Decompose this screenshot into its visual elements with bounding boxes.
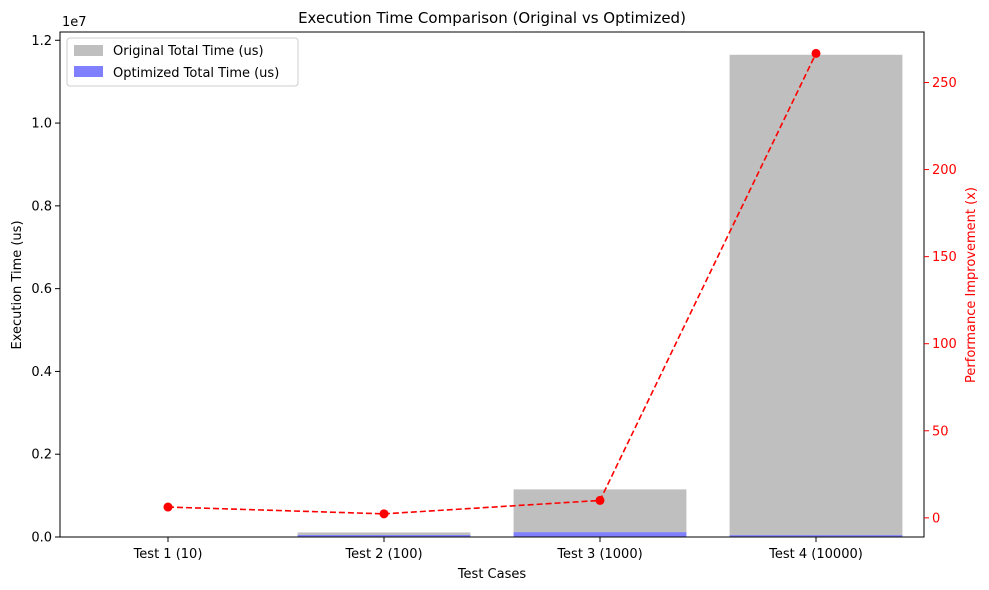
- y2-tick-label: 100: [932, 337, 957, 352]
- plot-frame: [59, 31, 925, 538]
- improvement-point: [595, 495, 605, 505]
- x-tick-label: Test 4 (10000): [768, 547, 863, 562]
- x-tick-label: Test 3 (1000): [556, 547, 642, 562]
- y2-tick-label: 50: [932, 424, 949, 439]
- y-tick-label: 0.4: [31, 365, 52, 380]
- improvement-line-layer: [163, 48, 821, 519]
- legend: Original Total Time (us) Optimized Total…: [66, 37, 299, 87]
- bar-optimized: [729, 535, 903, 537]
- y-axis-offset-label: 1e7: [62, 15, 87, 30]
- y-axis-label: Execution Time (us): [10, 220, 25, 349]
- y-tick-label: 0.2: [31, 448, 52, 463]
- legend-swatch-original: [74, 45, 103, 56]
- y2-axis-label: Performance Improvement (x): [964, 187, 979, 383]
- x-axis: Test 1 (10) Test 2 (100) Test 3 (1000) Test…: [133, 537, 863, 562]
- bars-layer: [81, 54, 903, 538]
- x-tick-label: Test 2 (100): [344, 547, 422, 562]
- x-tick-label: Test 1 (10): [133, 547, 203, 562]
- improvement-point: [379, 509, 389, 519]
- left-axis: 0.0 0.2 0.4 0.6 0.8 1.0 1.2: [31, 34, 60, 546]
- legend-box: [66, 37, 299, 87]
- x-axis-label: Test Cases: [457, 567, 527, 582]
- y2-tick-label: 150: [932, 250, 957, 265]
- improvement-line: [167, 53, 817, 515]
- bar-original: [729, 54, 903, 538]
- y-tick-label: 0.6: [31, 282, 52, 297]
- legend-swatch-optimized: [74, 66, 103, 77]
- y-tick-label: 0.0: [31, 531, 52, 546]
- y-tick-label: 1.2: [31, 34, 52, 49]
- right-axis: 0 50 100 150 200 250: [924, 76, 957, 526]
- improvement-point: [163, 502, 173, 512]
- y2-tick-label: 200: [932, 163, 957, 178]
- bar-optimized: [297, 535, 471, 537]
- chart-title: Execution Time Comparison (Original vs O…: [298, 9, 686, 27]
- legend-label-original: Original Total Time (us): [113, 44, 264, 59]
- y-tick-label: 0.8: [31, 199, 52, 214]
- y2-tick-label: 250: [932, 76, 957, 91]
- y2-tick-label: 0: [932, 511, 940, 526]
- legend-label-optimized: Optimized Total Time (us): [113, 66, 279, 81]
- y-tick-label: 1.0: [31, 117, 52, 132]
- improvement-point: [811, 48, 821, 58]
- bar-optimized: [513, 532, 687, 537]
- bar-original: [297, 532, 471, 537]
